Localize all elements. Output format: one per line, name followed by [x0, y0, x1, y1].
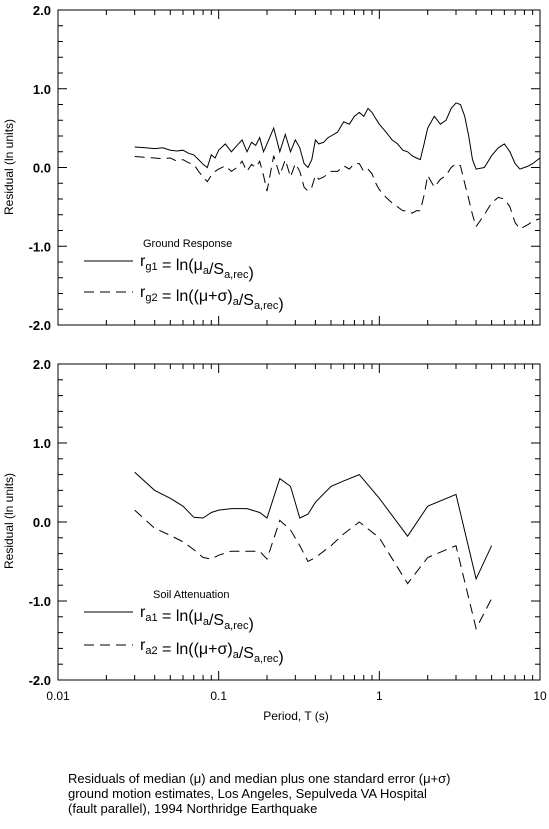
top-y-tick-label: 2.0 [33, 3, 51, 18]
legend-text: /S [239, 292, 254, 309]
top-plot-frame [57, 9, 541, 326]
soil-attenuation-panel: Residual (ln units) Soil Attenuation Per… [2, 357, 547, 723]
legend-subscript: a2 [145, 645, 157, 657]
bottom-y-tick-label: -1.0 [29, 594, 51, 609]
legend-text: ) [249, 265, 254, 282]
legend-subscript: a1 [145, 612, 157, 624]
x-tick-label: 0.1 [210, 689, 227, 703]
legend-text: μ [194, 608, 203, 625]
legend-text: /S [209, 612, 224, 629]
bottom-series-2-line [134, 509, 493, 631]
top-y-tick-label: 0.0 [33, 161, 51, 176]
legend-text: ) [278, 296, 283, 313]
top-series-2-line [134, 155, 541, 230]
bottom-series-1-line [134, 471, 493, 581]
legend-text: μ [194, 257, 203, 274]
legend-subscript: a [233, 296, 240, 308]
top-legend-title: Ground Response [143, 238, 232, 250]
top-legend-entry-1: rg1 = ln(μa/Sa,rec) [140, 253, 254, 282]
legend-subscript: a,rec [254, 300, 279, 312]
legend-text: r [140, 284, 146, 301]
legend-subscript: a,rec [224, 269, 249, 281]
legend-subscript: g2 [145, 292, 157, 304]
legend-text: = ln( [158, 288, 195, 305]
legend-text: (μ+σ) [194, 288, 233, 305]
top-series-1-line [134, 102, 541, 170]
legend-text: r [140, 253, 146, 270]
caption-line-3: (fault parallel), 1994 Northridge Earthq… [68, 801, 318, 816]
top-y-tick-label: -1.0 [29, 239, 51, 254]
bottom-y-tick-label: 1.0 [33, 436, 51, 451]
caption-line-2: ground motion estimates, Los Angeles, Se… [68, 786, 427, 801]
top-y-axis-label: Residual (ln units) [2, 119, 16, 215]
bottom-legend-entry-2: ra2 = ln((μ+σ)a/Sa,rec) [140, 637, 284, 666]
legend-subscript: a,rec [254, 653, 279, 665]
x-tick-label: 0.01 [46, 689, 70, 703]
bottom-y-tick-label: -2.0 [29, 673, 51, 688]
legend-text: ) [249, 616, 254, 633]
legend-text: = ln( [158, 608, 195, 625]
legend-text: /S [239, 645, 254, 662]
top-legend-entry-2: rg2 = ln((μ+σ)a/Sa,rec) [140, 284, 284, 313]
figure-caption: Residuals of median (μ) and median plus … [68, 771, 538, 816]
legend-subscript: a [233, 649, 240, 661]
legend-subscript: g1 [145, 261, 157, 273]
legend-text: (μ+σ) [194, 641, 233, 658]
legend-text: = ln( [158, 257, 195, 274]
x-tick-label: 10 [533, 689, 547, 703]
caption-line-1: Residuals of median (μ) and median plus … [68, 771, 451, 786]
legend-subscript: a,rec [224, 620, 249, 632]
legend-text: = ln( [158, 641, 195, 658]
top-y-tick-label: 1.0 [33, 82, 51, 97]
x-axis-label: Period, T (s) [263, 709, 329, 723]
legend-subscript: a [203, 265, 210, 277]
legend-text: r [140, 637, 146, 654]
top-y-tick-label: -2.0 [29, 318, 51, 333]
x-tick-label: 1 [376, 689, 383, 703]
bottom-plot-frame [57, 363, 541, 681]
bottom-y-axis-label: Residual (ln units) [2, 473, 16, 569]
bottom-legend-entry-1: ra1 = ln(μa/Sa,rec) [140, 604, 254, 633]
legend-subscript: a [203, 616, 210, 628]
legend-text: r [140, 604, 146, 621]
legend-text: /S [209, 261, 224, 278]
bottom-y-tick-label: 0.0 [33, 515, 51, 530]
bottom-legend-title: Soil Attenuation [153, 589, 229, 601]
ground-response-panel: Residual (ln units) Ground Response -2.0… [2, 3, 541, 333]
legend-text: ) [278, 649, 283, 666]
bottom-y-tick-label: 2.0 [33, 357, 51, 372]
